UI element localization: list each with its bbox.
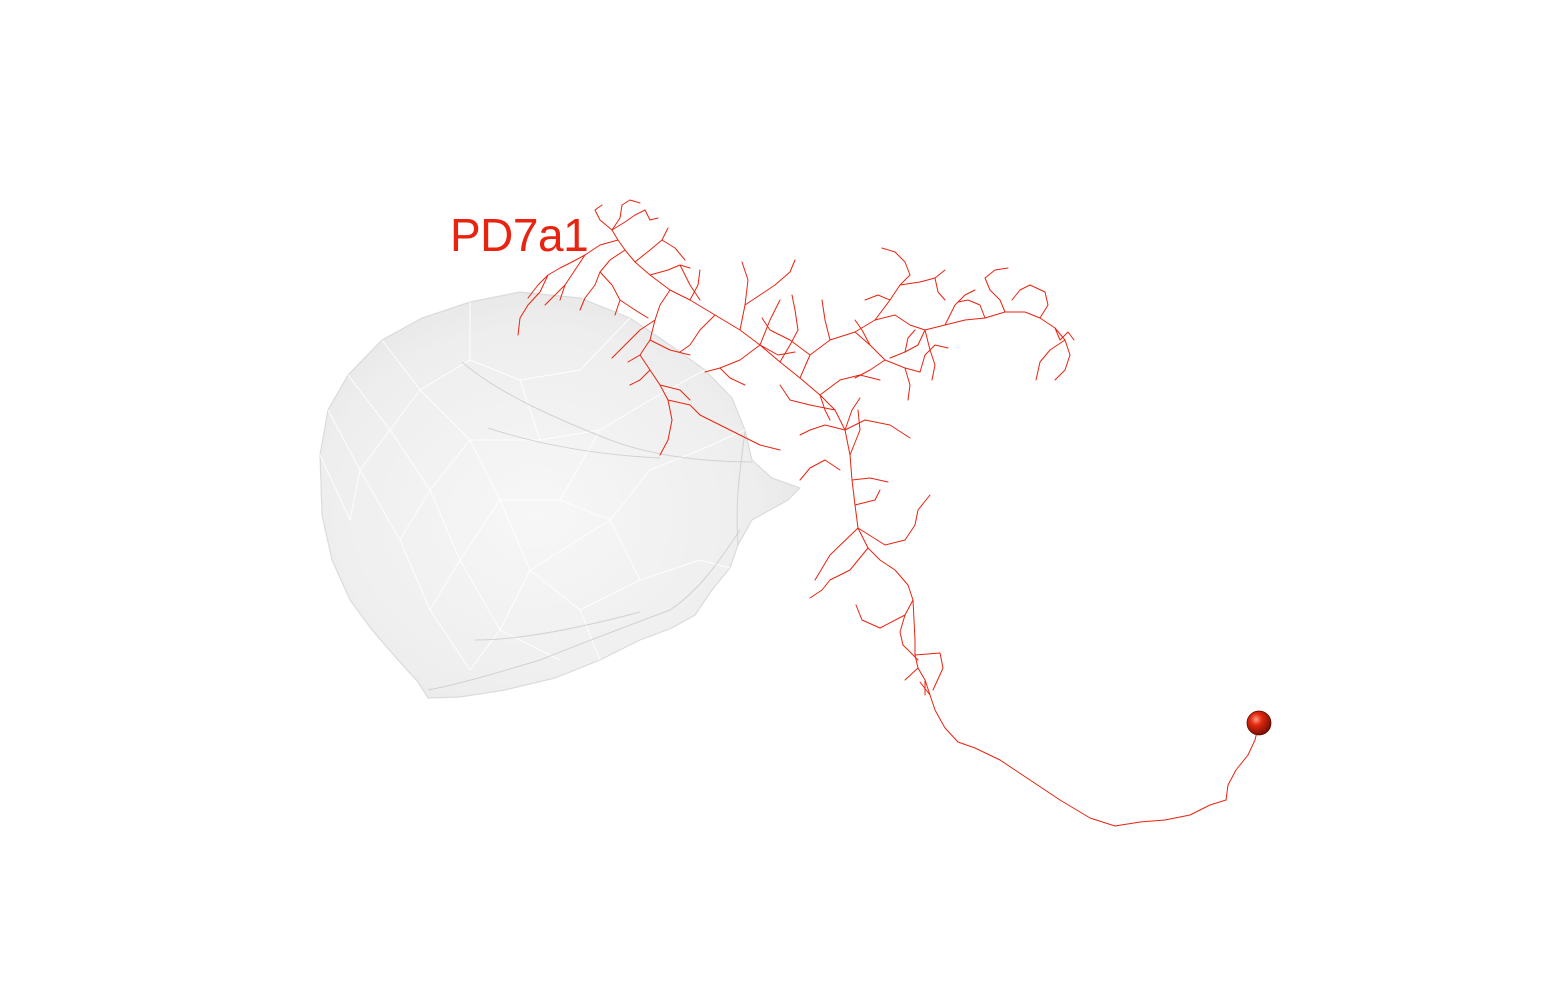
neuron-branch: [855, 332, 920, 372]
neuron-branch: [858, 495, 930, 545]
neuron-branch: [622, 200, 640, 205]
neuron-branch: [822, 300, 830, 340]
neuron-branch: [595, 250, 625, 285]
neuron-branch: [612, 205, 622, 230]
neuron-branch: [612, 210, 645, 230]
neuron-branch: [645, 210, 658, 220]
neuron-branch: [720, 368, 745, 385]
neuron-branch: [903, 645, 918, 660]
neuron-branch: [705, 345, 760, 372]
neuron-branch: [890, 330, 925, 358]
neuron-branch: [800, 425, 845, 435]
neuron-branch: [762, 318, 810, 355]
neuron-branch: [905, 330, 915, 352]
neuron-branch: [740, 262, 748, 330]
neuron-branch: [875, 275, 910, 320]
neuron-branch: [935, 278, 945, 300]
neuron-branch: [635, 228, 668, 262]
neuron-branch: [780, 385, 835, 410]
neuron-branch: [845, 398, 860, 430]
neuron-branch: [852, 478, 888, 482]
neuron-branch: [895, 315, 965, 330]
neuron-branch: [882, 248, 910, 275]
neuron-soma[interactable]: [1247, 711, 1271, 735]
neuron-branch: [800, 315, 895, 378]
neuron-branch: [1012, 285, 1048, 318]
neuron-branch: [925, 330, 935, 380]
neuron-branch: [595, 205, 612, 230]
neuron-branch: [865, 295, 890, 300]
neuron-branch: [985, 268, 1008, 312]
neuron-branch: [815, 528, 858, 580]
neuron-branch: [855, 490, 880, 505]
neuron-branch: [820, 375, 880, 395]
neuron-branch: [800, 460, 840, 480]
neuron-branch: [760, 300, 780, 345]
neuron-branch: [915, 653, 943, 690]
neuron-branch: [900, 270, 945, 285]
neuron-branch: [958, 300, 985, 318]
neuropil-mesh: [320, 292, 800, 698]
neuron-branch: [662, 240, 685, 260]
neuron-branch: [856, 605, 905, 628]
neuron-branch: [690, 270, 700, 300]
neuron-branch: [900, 600, 913, 645]
neuron-branch: [965, 312, 1070, 380]
neuron-label: PD7a1: [450, 212, 588, 258]
neuron-branch: [680, 315, 715, 352]
neuron-branch: [845, 420, 910, 438]
neuron-branch: [1055, 328, 1074, 340]
neuron-branch: [905, 368, 910, 400]
neuron-branch: [680, 265, 700, 300]
neuron-branch: [850, 410, 860, 455]
neuron-branch: [745, 260, 795, 305]
neuron-branch: [855, 360, 885, 378]
neuron-branch: [855, 320, 870, 345]
neuron-branch: [905, 668, 918, 680]
